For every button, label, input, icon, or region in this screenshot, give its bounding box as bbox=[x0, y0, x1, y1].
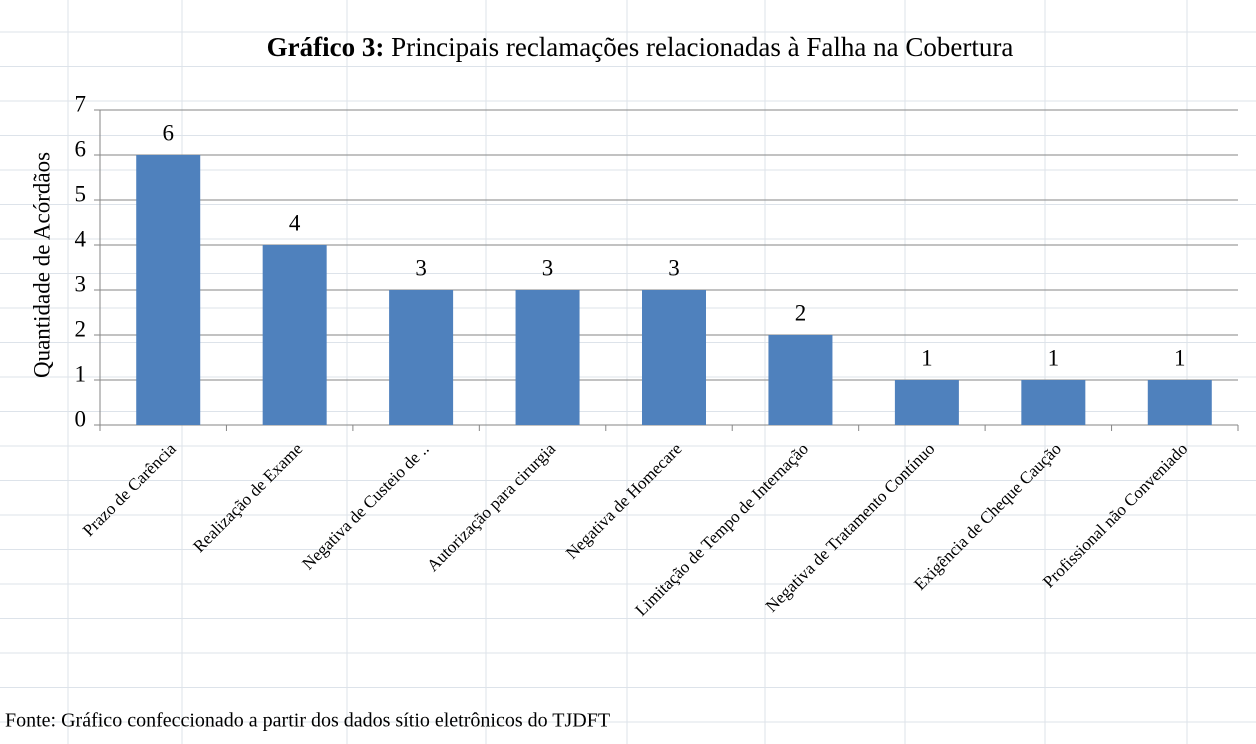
bar bbox=[515, 290, 580, 425]
bar bbox=[136, 155, 201, 425]
data-label: 1 bbox=[1048, 345, 1060, 370]
y-tick-label: 5 bbox=[75, 181, 87, 206]
y-tick-label: 7 bbox=[75, 91, 87, 116]
bar bbox=[1147, 380, 1212, 425]
title-number: Gráfico 3: bbox=[267, 32, 385, 62]
x-tick-label: Prazo de Carência bbox=[79, 439, 180, 540]
y-tick-label: 6 bbox=[75, 136, 87, 161]
y-tick-label: 0 bbox=[75, 406, 87, 431]
y-tick-label: 4 bbox=[75, 226, 87, 251]
x-tick-label: Negativa de Homecare bbox=[562, 439, 686, 563]
x-tick-label: Autorização para cirurgia bbox=[423, 439, 559, 575]
bar bbox=[1021, 380, 1086, 425]
data-label: 4 bbox=[289, 210, 301, 235]
data-label: 3 bbox=[415, 255, 427, 280]
y-tick-label: 3 bbox=[75, 271, 87, 296]
y-axis-label: Quantidade de Acórdãos bbox=[29, 152, 54, 378]
data-label: 3 bbox=[668, 255, 680, 280]
bar bbox=[642, 290, 706, 425]
bar bbox=[389, 290, 454, 425]
x-tick-label: Realização de Exame bbox=[189, 439, 306, 556]
data-label: 1 bbox=[1174, 345, 1186, 370]
data-label: 1 bbox=[921, 345, 933, 370]
bar bbox=[768, 335, 833, 425]
x-tick-label: Exigência de Cheque Caução bbox=[910, 439, 1065, 594]
y-tick-label: 1 bbox=[75, 361, 87, 386]
data-label: 6 bbox=[162, 120, 174, 145]
title-text: Principais reclamações relacionadas à Fa… bbox=[391, 32, 1013, 62]
bar bbox=[894, 380, 959, 425]
x-tick-label: Negativa de Custeio de .. bbox=[298, 439, 432, 573]
chart-title: Gráfico 3: Principais reclamações relaci… bbox=[267, 32, 1014, 62]
data-label: 3 bbox=[542, 255, 554, 280]
source-note: Fonte: Gráfico confeccionado a partir do… bbox=[5, 710, 610, 732]
data-label: 2 bbox=[795, 300, 807, 325]
bar bbox=[262, 245, 327, 425]
y-tick-label: 2 bbox=[75, 316, 87, 341]
